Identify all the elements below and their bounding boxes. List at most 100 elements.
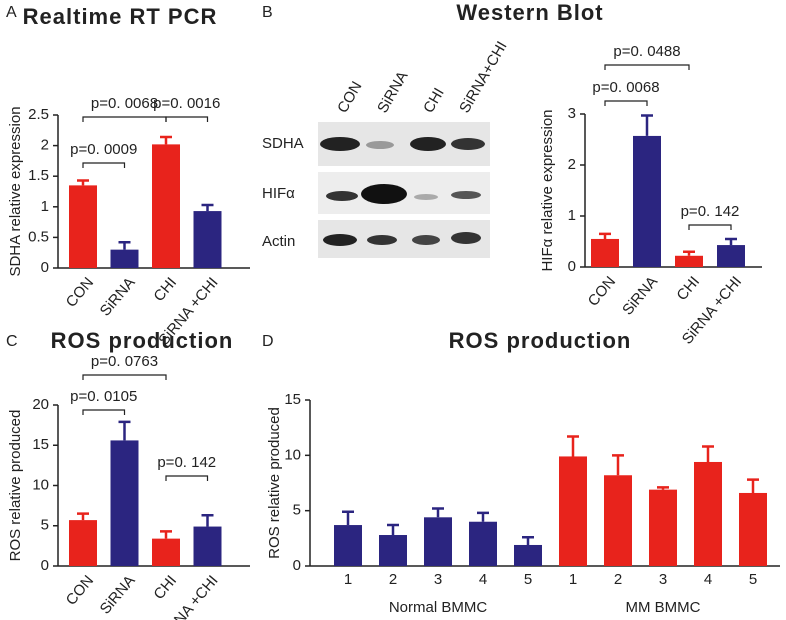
significance-bracket (82, 162, 126, 168)
bar (193, 526, 222, 566)
p-value: p=0. 0068 (592, 79, 659, 96)
y-axis-label: HIFα relative expression (539, 109, 556, 271)
bar (69, 520, 97, 566)
p-value: p=0. 0488 (613, 43, 680, 60)
p-value: p=0. 0763 (91, 353, 158, 370)
error-bar (77, 179, 89, 186)
y-tick-label: 5 (293, 502, 301, 519)
y-axis-label: SDHA relative expression (7, 106, 24, 276)
error-bar (160, 135, 172, 145)
blot-title: Western Blot (456, 0, 603, 25)
bar (152, 538, 180, 566)
significance-bracket (604, 64, 690, 70)
error-bar (201, 514, 214, 527)
bar (591, 238, 619, 267)
band (410, 137, 446, 151)
bar (604, 475, 632, 566)
error-bar (118, 420, 131, 441)
row-label: Actin (262, 233, 295, 250)
y-tick-label: 1 (568, 207, 576, 224)
x-tick-label: CHI (150, 572, 180, 603)
significance-bracket (165, 116, 209, 122)
y-tick-label: 5 (41, 517, 49, 534)
error-bar (657, 486, 669, 490)
y-tick-label: 1.5 (28, 167, 49, 184)
row-label: HIFα (262, 185, 295, 202)
bar (152, 144, 180, 268)
error-bar (477, 511, 489, 522)
band (323, 234, 357, 246)
y-tick-label: 10 (284, 446, 301, 463)
significance-bracket (604, 100, 648, 106)
y-tick-label: 10 (32, 476, 49, 493)
chart-title: Realtime RT PCR (23, 4, 218, 29)
p-value: p=0. 142 (157, 454, 216, 471)
error-bar (387, 523, 399, 536)
x-tick-label: 2 (614, 571, 622, 588)
x-tick-label: CON (63, 274, 97, 310)
band (451, 138, 485, 150)
chart-title: ROS production (449, 328, 632, 353)
group-label: MM BMMC (626, 599, 701, 616)
group-label: Normal BMMC (389, 599, 488, 616)
p-value: p=0. 142 (681, 203, 740, 220)
x-tick-label: 4 (704, 571, 712, 588)
y-tick-label: 20 (32, 396, 49, 413)
x-tick-label: 2 (389, 571, 397, 588)
lane-label: SiRNA (374, 68, 411, 115)
x-tick-label: SiRNA (97, 572, 139, 617)
x-tick-label: 3 (659, 571, 667, 588)
x-tick-label: 5 (749, 571, 757, 588)
band (451, 232, 481, 244)
error-bar (725, 237, 737, 246)
y-tick-label: 2.5 (28, 106, 49, 123)
error-bar (702, 445, 714, 462)
lane-label: SiRNA+CHI (456, 39, 511, 116)
error-bar (567, 435, 579, 457)
x-tick-label: CON (63, 572, 97, 608)
error-bar (683, 250, 695, 256)
panel-label: B (262, 4, 273, 21)
x-tick-label: SiRNA (619, 273, 661, 318)
x-tick-label: CON (585, 273, 619, 309)
bar (193, 211, 222, 268)
row-label: SDHA (262, 135, 304, 152)
y-tick-label: 15 (32, 436, 49, 453)
bar (633, 135, 661, 267)
significance-bracket (82, 116, 167, 122)
panel-label: D (262, 333, 274, 350)
x-tick-label: 4 (479, 571, 487, 588)
error-bar (612, 454, 624, 476)
p-value: p=0. 0016 (153, 95, 220, 112)
panel-label: C (6, 333, 18, 350)
bar (379, 535, 407, 566)
band (412, 235, 440, 245)
p-value: p=0. 0009 (70, 141, 137, 158)
x-tick-label: 1 (569, 571, 577, 588)
p-value: p=0. 0105 (70, 388, 137, 405)
y-axis-label: ROS relative produced (266, 407, 283, 559)
bar (110, 249, 139, 268)
y-tick-label: 0 (293, 557, 301, 574)
band (320, 137, 360, 151)
significance-bracket (688, 224, 732, 230)
bar (469, 521, 497, 566)
significance-bracket (165, 475, 209, 481)
y-axis-label: ROS relative produced (7, 410, 24, 562)
panel-label: A (6, 4, 17, 21)
bar (559, 456, 587, 566)
x-tick-label: CHI (150, 274, 180, 305)
error-bar (599, 232, 611, 239)
x-tick-label: 3 (434, 571, 442, 588)
bar (334, 525, 362, 566)
error-bar (747, 478, 759, 493)
x-tick-label: 1 (344, 571, 352, 588)
lane-label: CHI (420, 85, 448, 116)
y-tick-label: 0 (41, 557, 49, 574)
bar (424, 517, 452, 566)
y-tick-label: 0 (568, 258, 576, 275)
band (366, 141, 394, 149)
significance-bracket (82, 409, 126, 415)
band (361, 184, 407, 204)
